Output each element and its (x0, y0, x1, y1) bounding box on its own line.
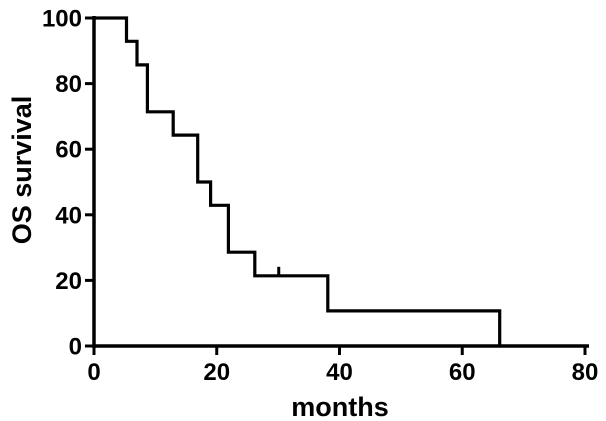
y-tick-label: 20 (55, 268, 82, 295)
x-tick-label: 60 (449, 359, 476, 386)
x-tick-label: 80 (572, 359, 599, 386)
y-tick-label: 0 (69, 334, 82, 361)
x-tick-label: 0 (87, 359, 100, 386)
x-tick-label: 40 (326, 359, 353, 386)
y-tick-label: 60 (55, 137, 82, 164)
y-tick-label: 40 (55, 202, 82, 229)
y-tick-label: 100 (42, 6, 82, 33)
x-tick-label: 20 (203, 359, 230, 386)
y-axis-title: OS survival (7, 95, 37, 245)
survival-step-curve (94, 16, 502, 346)
y-tick-label: 80 (55, 71, 82, 98)
x-axis-title: months (291, 392, 389, 421)
